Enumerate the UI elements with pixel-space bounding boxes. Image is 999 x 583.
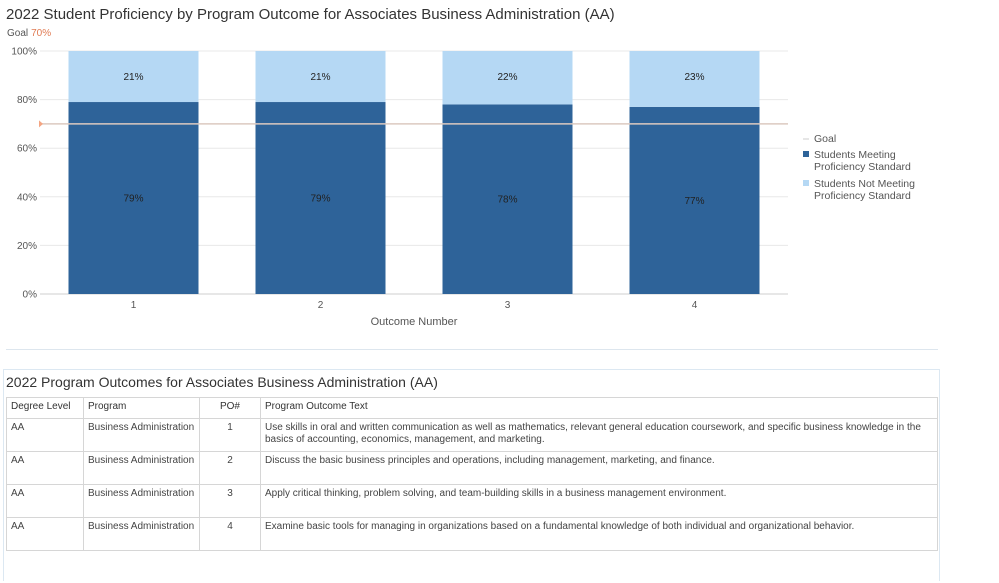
legend-label-meeting: Proficiency Standard <box>814 161 911 173</box>
goal-caption-value: 70% <box>31 28 52 39</box>
header-degree-level: Degree Level <box>6 397 84 419</box>
bar-meeting <box>255 102 386 294</box>
table-row: AA Business Administration 3 Apply criti… <box>6 484 938 518</box>
outcomes-panel <box>3 369 940 581</box>
cell-program: Business Administration <box>83 418 200 452</box>
y-tick-label: 60% <box>17 144 37 155</box>
data-label: 21% <box>123 72 143 83</box>
table-row: AA Business Administration 2 Discuss the… <box>6 451 938 485</box>
cell-po-number: 2 <box>199 451 261 485</box>
data-label: 78% <box>497 195 517 206</box>
outcomes-table: Degree Level Program PO# Program Outcome… <box>6 397 938 551</box>
cell-program: Business Administration <box>83 517 200 551</box>
legend-label-not-meeting: Proficiency Standard <box>814 190 911 202</box>
cell-outcome-text: Use skills in oral and written communica… <box>260 418 938 452</box>
proficiency-chart: 0% 20% 40% 60% 80% 100% 79% 21% 1 79% 21% 2 78% 22% 3 7… <box>11 47 915 329</box>
cell-degree-level: AA <box>6 451 84 485</box>
cell-program: Business Administration <box>83 484 200 518</box>
goal-caption: Goal 70% <box>7 28 51 39</box>
chart-title: 2022 Student Proficiency by Program Outc… <box>6 6 615 23</box>
y-tick-label: 40% <box>17 192 37 203</box>
table-title: 2022 Program Outcomes for Associates Bus… <box>6 374 438 390</box>
section-divider <box>6 349 938 350</box>
x-tick-label: 3 <box>505 300 511 311</box>
legend-label-goal: Goal <box>814 133 836 145</box>
cell-degree-level: AA <box>6 418 84 452</box>
x-axis-label: Outcome Number <box>371 316 458 328</box>
table-header-row: Degree Level Program PO# Program Outcome… <box>6 397 938 419</box>
cell-outcome-text: Examine basic tools for managing in orga… <box>260 517 938 551</box>
y-tick-label: 100% <box>11 47 37 58</box>
bar-not-meeting <box>255 51 386 103</box>
bar-not-meeting <box>68 51 199 103</box>
bar-not-meeting <box>629 51 760 107</box>
header-outcome-text: Program Outcome Text <box>260 397 938 419</box>
header-program: Program <box>83 397 200 419</box>
x-tick-label: 4 <box>692 300 698 311</box>
cell-outcome-text: Discuss the basic business principles an… <box>260 451 938 485</box>
legend-label-not-meeting: Students Not Meeting <box>814 178 915 190</box>
cell-po-number: 3 <box>199 484 261 518</box>
bar-meeting <box>68 102 199 294</box>
y-tick-label: 20% <box>17 241 37 252</box>
cell-degree-level: AA <box>6 484 84 518</box>
data-label: 79% <box>310 194 330 205</box>
bar-meeting <box>442 104 573 295</box>
y-tick-label: 0% <box>23 290 38 301</box>
cell-degree-level: AA <box>6 517 84 551</box>
legend-swatch-not-meeting <box>803 180 809 186</box>
data-label: 22% <box>497 72 517 83</box>
data-label: 23% <box>684 72 704 83</box>
table-row: AA Business Administration 4 Examine bas… <box>6 517 938 551</box>
y-tick-label: 80% <box>17 95 37 106</box>
cell-po-number: 1 <box>199 418 261 452</box>
data-label: 79% <box>123 194 143 205</box>
cell-po-number: 4 <box>199 517 261 551</box>
data-label: 77% <box>684 196 704 207</box>
bar-not-meeting <box>442 51 573 105</box>
goal-marker <box>39 120 43 128</box>
data-label: 21% <box>310 72 330 83</box>
bar-meeting <box>629 106 760 294</box>
legend-swatch-meeting <box>803 151 809 157</box>
x-tick-label: 1 <box>131 300 137 311</box>
x-tick-label: 2 <box>318 300 324 311</box>
legend-label-meeting: Students Meeting <box>814 149 896 161</box>
cell-program: Business Administration <box>83 451 200 485</box>
header-po-number: PO# <box>199 397 261 419</box>
goal-caption-label: Goal <box>7 28 29 39</box>
cell-outcome-text: Apply critical thinking, problem solving… <box>260 484 938 518</box>
table-row: AA Business Administration 1 Use skills … <box>6 418 938 452</box>
